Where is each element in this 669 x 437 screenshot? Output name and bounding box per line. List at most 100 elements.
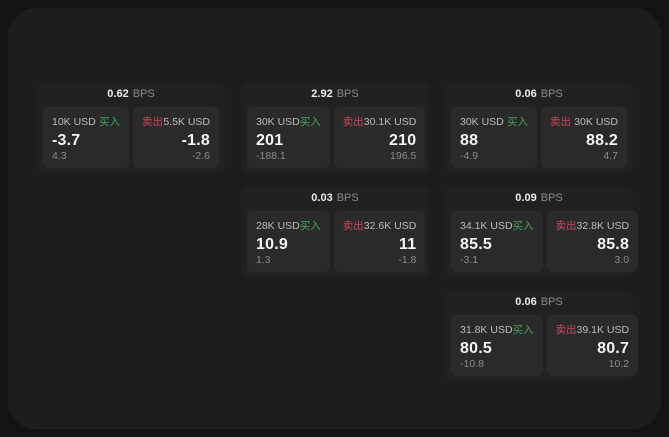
buy-panel[interactable]: 34.1K USD 买入 85.5 -3.1 (451, 211, 543, 272)
bps-value: 0.03 (311, 192, 333, 204)
sell-label: 卖出 (555, 324, 577, 336)
buy-panel[interactable]: 10K USD 买入 -3.7 4.3 (43, 107, 129, 168)
sell-price: 85.8 (597, 236, 630, 253)
sell-size: 32.8K USD (576, 220, 630, 232)
buy-size: 30K USD (256, 116, 300, 128)
sell-panel-top: 卖出 32.6K USD (343, 218, 417, 233)
sell-price: 11 (398, 236, 417, 253)
sell-panel[interactable]: 卖出 32.8K USD 85.8 3.0 (546, 211, 639, 272)
buy-size: 28K USD (256, 220, 300, 232)
bps-value: 2.92 (311, 88, 333, 100)
card-body: 30K USD 买入 201 -188.1 卖出 30.1K USD 210 1… (241, 107, 429, 174)
buy-label: 买入 (512, 324, 534, 336)
sell-size: 30.1K USD (363, 116, 417, 128)
buy-panel-top: 30K USD 买入 (256, 114, 321, 129)
sell-panel[interactable]: 卖出 39.1K USD 80.7 10.2 (546, 315, 639, 376)
quote-card: 2.92 BPS 30K USD 买入 201 -188.1 卖出 30.1K … (241, 82, 429, 174)
buy-panel-top: 31.8K USD 买入 (460, 322, 534, 337)
quote-grid: 0.62 BPS 10K USD 买入 -3.7 4.3 卖出 5.5K USD… (37, 82, 639, 382)
sell-size: 5.5K USD (163, 116, 210, 128)
buy-panel[interactable]: 28K USD 买入 10.9 1.3 (247, 211, 330, 272)
sell-panel[interactable]: 卖出 5.5K USD -1.8 -2.6 (133, 107, 219, 168)
sell-panel[interactable]: 卖出 30.1K USD 210 196.5 (333, 107, 426, 168)
card-header: 0.09 BPS (445, 186, 633, 211)
card-header: 0.06 BPS (445, 290, 633, 315)
card-body: 30K USD 买入 88 -4.9 卖出 30K USD 88.2 4.7 (445, 107, 633, 174)
sell-label: 卖出 (342, 220, 364, 232)
bps-unit: BPS (540, 296, 563, 308)
bps-value: 0.09 (515, 192, 537, 204)
buy-panel-top: 30K USD 买入 (460, 114, 528, 129)
buy-panel[interactable]: 30K USD 买入 88 -4.9 (451, 107, 537, 168)
buy-panel[interactable]: 31.8K USD 买入 80.5 -10.8 (451, 315, 543, 376)
buy-panel-top: 34.1K USD 买入 (460, 218, 534, 233)
sell-label: 卖出 (550, 116, 571, 128)
bps-unit: BPS (336, 88, 359, 100)
buy-label: 买入 (507, 116, 528, 128)
buy-size: 31.8K USD (460, 324, 513, 336)
buy-price: 85.5 (460, 236, 492, 253)
buy-price: 10.9 (256, 236, 288, 253)
buy-label: 买入 (512, 220, 534, 232)
sell-price: -1.8 (181, 132, 210, 149)
app-window: 0.62 BPS 10K USD 买入 -3.7 4.3 卖出 5.5K USD… (8, 8, 661, 429)
buy-delta: -4.9 (460, 150, 479, 162)
sell-panel-top: 卖出 30K USD (550, 114, 618, 129)
bps-unit: BPS (540, 192, 563, 204)
bps-value: 0.62 (107, 88, 129, 100)
buy-delta: 1.3 (256, 254, 271, 266)
buy-panel-top: 10K USD 买入 (52, 114, 120, 129)
buy-size: 10K USD (52, 116, 96, 128)
card-body: 28K USD 买入 10.9 1.3 卖出 32.6K USD 11 -1.8 (241, 211, 429, 278)
sell-panel-top: 卖出 30.1K USD (343, 114, 417, 129)
bps-value: 0.06 (515, 296, 537, 308)
sell-price: 210 (389, 132, 417, 149)
sell-delta: 10.2 (608, 358, 630, 370)
bps-unit: BPS (132, 88, 155, 100)
buy-size: 34.1K USD (460, 220, 513, 232)
card-body: 10K USD 买入 -3.7 4.3 卖出 5.5K USD -1.8 -2.… (37, 107, 225, 174)
sell-size: 39.1K USD (576, 324, 630, 336)
sell-size: 32.6K USD (363, 220, 417, 232)
quote-card: 0.09 BPS 34.1K USD 买入 85.5 -3.1 卖出 32.8K… (445, 186, 639, 278)
sell-delta: -1.8 (398, 254, 417, 266)
buy-price: 80.5 (460, 340, 492, 357)
card-header: 0.62 BPS (37, 82, 225, 107)
sell-delta: -2.6 (191, 150, 210, 162)
sell-label: 卖出 (555, 220, 577, 232)
buy-delta: -3.1 (460, 254, 479, 266)
buy-price: 201 (256, 132, 284, 149)
sell-price: 80.7 (597, 340, 630, 357)
quote-card: 0.03 BPS 28K USD 买入 10.9 1.3 卖出 32.6K US… (241, 186, 429, 278)
sell-label: 卖出 (142, 116, 163, 128)
card-header: 2.92 BPS (241, 82, 429, 107)
sell-size: 30K USD (574, 116, 618, 128)
quote-card: 0.62 BPS 10K USD 买入 -3.7 4.3 卖出 5.5K USD… (37, 82, 225, 174)
sell-delta: 4.7 (603, 150, 618, 162)
buy-size: 30K USD (460, 116, 504, 128)
bps-value: 0.06 (515, 88, 537, 100)
card-header: 0.06 BPS (445, 82, 633, 107)
sell-delta: 3.0 (614, 254, 630, 266)
sell-panel[interactable]: 卖出 30K USD 88.2 4.7 (541, 107, 627, 168)
card-body: 34.1K USD 买入 85.5 -3.1 卖出 32.8K USD 85.8… (445, 211, 639, 278)
sell-price: 88.2 (586, 132, 618, 149)
buy-label: 买入 (299, 116, 321, 128)
sell-delta: 196.5 (390, 150, 417, 162)
sell-panel[interactable]: 卖出 32.6K USD 11 -1.8 (333, 211, 426, 272)
buy-label: 买入 (99, 116, 120, 128)
bps-unit: BPS (336, 192, 359, 204)
sell-panel-top: 卖出 39.1K USD (556, 322, 630, 337)
buy-delta: -188.1 (256, 150, 286, 162)
sell-panel-top: 卖出 32.8K USD (556, 218, 630, 233)
buy-label: 买入 (299, 220, 321, 232)
card-header: 0.03 BPS (241, 186, 429, 211)
quote-card: 0.06 BPS 30K USD 买入 88 -4.9 卖出 30K USD 8… (445, 82, 633, 174)
bps-unit: BPS (540, 88, 563, 100)
buy-price: 88 (460, 132, 479, 149)
quote-card: 0.06 BPS 31.8K USD 买入 80.5 -10.8 卖出 39.1… (445, 290, 639, 382)
buy-panel-top: 28K USD 买入 (256, 218, 321, 233)
sell-panel-top: 卖出 5.5K USD (142, 114, 210, 129)
buy-panel[interactable]: 30K USD 买入 201 -188.1 (247, 107, 330, 168)
sell-label: 卖出 (342, 116, 364, 128)
